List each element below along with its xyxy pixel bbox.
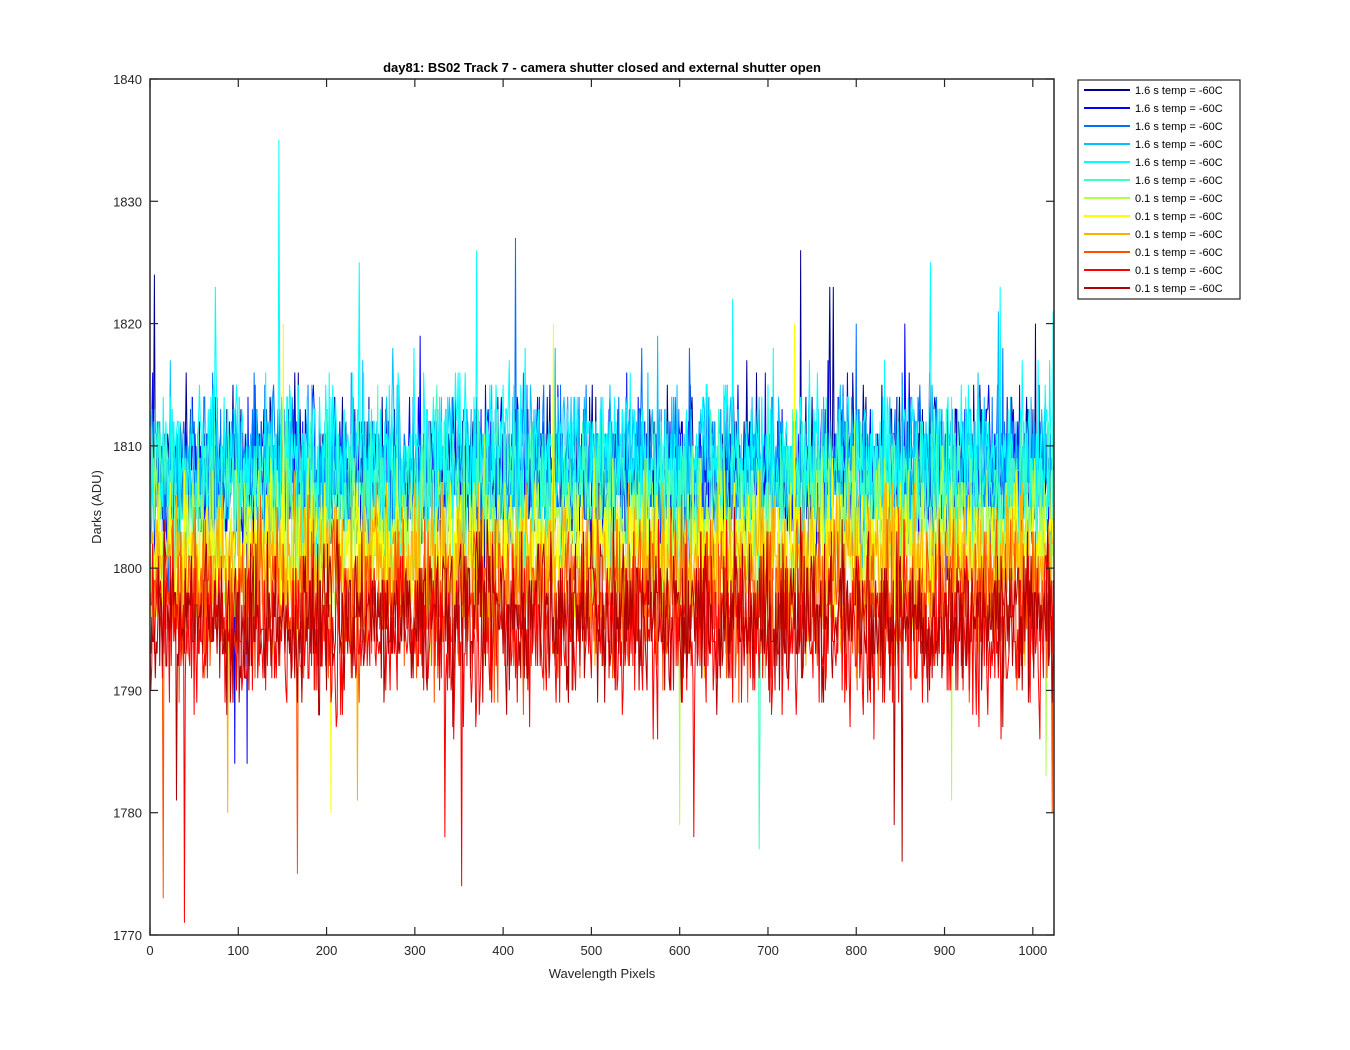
y-tick-label: 1790 <box>113 683 142 698</box>
x-tick-label: 600 <box>669 943 691 958</box>
x-tick-label: 800 <box>845 943 867 958</box>
y-tick-label: 1810 <box>113 439 142 454</box>
legend-label: 0.1 s temp = -60C <box>1135 265 1223 277</box>
legend: 1.6 s temp = -60C 1.6 s temp = -60C 1.6 s … <box>1077 79 1241 300</box>
x-tick-label: 200 <box>316 943 338 958</box>
legend-label: 1.6 s temp = -60C <box>1135 157 1223 169</box>
legend-label: 0.1 s temp = -60C <box>1135 247 1223 259</box>
legend-box <box>1077 79 1241 300</box>
y-tick-label: 1800 <box>113 561 142 576</box>
legend-label: 0.1 s temp = -60C <box>1135 229 1223 241</box>
chart-title: day81: BS02 Track 7 - camera shutter clo… <box>383 60 821 75</box>
y-tick-label: 1770 <box>113 928 142 943</box>
x-tick-label: 1000 <box>1018 943 1047 958</box>
legend-label: 0.1 s temp = -60C <box>1135 193 1223 205</box>
plot-lines <box>149 140 1054 923</box>
y-tick-label: 1780 <box>113 806 142 821</box>
y-axis-ticks: 1770 1780 1790 1800 1810 1820 1830 1840 <box>113 72 1054 943</box>
plot-area-frame <box>149 78 1055 936</box>
legend-label: 1.6 s temp = -60C <box>1135 175 1223 187</box>
series-line-12 <box>149 506 1054 862</box>
legend-label: 1.6 s temp = -60C <box>1135 103 1223 115</box>
x-tick-label: 700 <box>757 943 779 958</box>
x-tick-label: 500 <box>581 943 603 958</box>
legend-label: 1.6 s temp = -60C <box>1135 139 1223 151</box>
x-axis-label: Wavelength Pixels <box>549 966 656 981</box>
y-tick-label: 1830 <box>113 194 142 209</box>
x-tick-label: 900 <box>934 943 956 958</box>
y-axis-label: Darks (ADU) <box>89 470 104 544</box>
x-tick-label: 300 <box>404 943 426 958</box>
legend-label: 0.1 s temp = -60C <box>1135 211 1223 223</box>
y-tick-label: 1840 <box>113 72 142 87</box>
x-tick-label: 400 <box>492 943 514 958</box>
legend-label: 0.1 s temp = -60C <box>1135 283 1223 295</box>
x-axis-ticks: 0 100 200 300 400 500 600 700 800 900 1000 <box>146 79 1047 958</box>
legend-label: 1.6 s temp = -60C <box>1135 85 1223 97</box>
x-tick-label: 0 <box>146 943 153 958</box>
y-tick-label: 1820 <box>113 317 142 332</box>
legend-items: 1.6 s temp = -60C 1.6 s temp = -60C 1.6 s … <box>1084 85 1223 295</box>
legend-label: 1.6 s temp = -60C <box>1135 121 1223 133</box>
x-tick-label: 100 <box>227 943 249 958</box>
